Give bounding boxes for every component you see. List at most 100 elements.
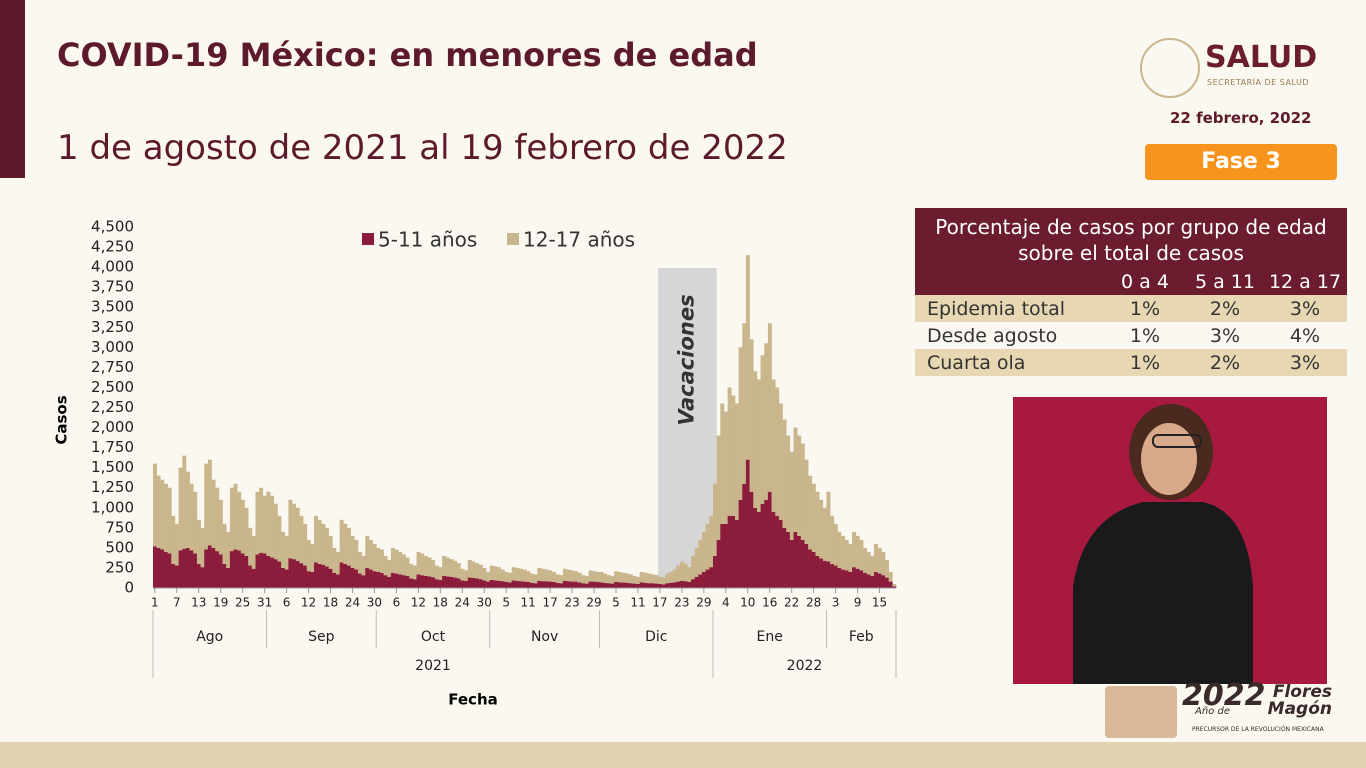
bar-segment [723,523,728,588]
y-tick-label: 0 [124,579,134,597]
bar-segment [727,387,732,516]
bar-segment [881,575,886,588]
bar-segment [233,483,238,550]
x-tick-label: 30 [367,596,382,610]
bar-segment [515,580,520,588]
bar-segment [182,455,187,549]
bar-segment [244,507,249,556]
bar-segment [372,571,377,588]
x-tick-label: 13 [191,596,206,610]
bar-segment [614,581,619,588]
table-cell: 3% [1289,351,1321,374]
bar-segment [672,582,677,588]
bar-segment [427,576,432,588]
x-tick-label: 23 [674,596,689,610]
bar-segment [438,567,443,580]
bar-segment [332,572,337,588]
table-row: Desde agosto 1% 3% 4% [915,322,1347,349]
bar-segment [577,582,582,588]
bar-segment [299,563,304,588]
bar-segment [771,379,776,512]
x-tick-label: 5 [612,596,620,610]
bar-segment [266,555,271,588]
bar-segment [767,323,772,492]
legend-label: 12-17 años [523,228,635,252]
bar-segment [350,567,355,588]
bar-segment [789,451,794,540]
bar-segment [343,523,348,564]
bar-segment [486,581,491,588]
bar-segment [295,560,300,588]
bar-segment [749,339,754,492]
y-tick-label: 2,750 [91,358,134,376]
bar-segment [621,572,626,583]
bar-segment [255,554,260,588]
y-tick-label: 250 [105,558,134,576]
bar-segment [519,568,523,582]
bar-segment [683,581,688,588]
x-tick-label: 6 [283,596,291,610]
bar-segment [698,539,703,575]
date: 22 febrero, 2022 [1170,109,1312,127]
bar-segment [270,557,275,588]
x-tick-label: 23 [564,596,579,610]
bar-segment [317,519,322,564]
bar-segment [255,491,260,555]
bar-segment [595,581,600,588]
column-header: 5 a 11 [1195,270,1255,293]
bar-segment [537,580,542,588]
y-tick-label: 2,500 [91,378,134,396]
bar-segment [745,459,750,588]
bar-segment [786,531,791,588]
bar-segment [189,550,194,588]
bar-segment [793,531,798,588]
row-label: Epidemia total [927,297,1066,320]
bar-segment [281,567,286,588]
bar-segment [866,551,871,575]
bar-segment [588,581,593,588]
bar-segment [401,554,406,576]
bar-segment [877,573,882,588]
bar-segment [163,483,168,552]
bar-segment [317,563,322,588]
bar-segment [361,575,366,588]
bar-segment [368,539,373,570]
bar-segment [654,575,659,584]
row-label: Desde agosto [927,324,1058,347]
bar-segment [497,580,502,588]
bar-segment [636,576,641,584]
bar-segment [775,387,780,516]
bar-segment [240,553,245,588]
bar-segment [460,580,465,588]
bar-segment [702,571,706,588]
bar-segment [401,575,406,588]
bar-segment [299,515,304,564]
bar-segment [156,547,161,588]
bar-segment [764,343,769,500]
bar-segment [464,570,469,581]
bar-segment [292,503,297,560]
table-cell: 2% [1209,297,1241,320]
bar-segment [185,547,190,588]
bar-segment [559,575,564,584]
bar-segment [753,507,758,588]
x-tick-label: 28 [806,596,821,610]
bar-segment [712,483,717,556]
bar-segment [449,576,454,588]
bar-segment [669,582,674,588]
bar-segment [625,573,630,583]
x-tick-label: 3 [832,596,840,610]
bar-segment [445,576,450,588]
bar-segment [167,487,172,554]
bar-segment [632,583,637,588]
bar-segment [383,575,388,588]
x-tick-label: 1 [151,596,159,610]
bar-segment [716,435,721,540]
bar-segment [756,379,761,512]
bar-segment [654,583,659,588]
bar-segment [533,583,538,588]
month-label: Dic [645,629,667,645]
bar-segment [863,572,868,588]
bar-segment [325,566,329,588]
